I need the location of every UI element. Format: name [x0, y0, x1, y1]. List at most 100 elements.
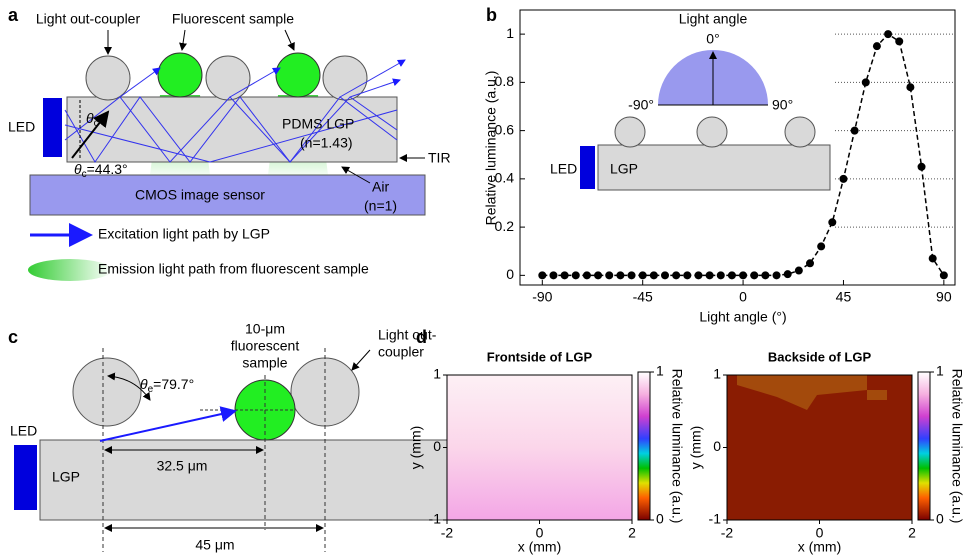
led-label: LED [10, 423, 37, 439]
air-label: Air [372, 179, 389, 195]
y-tick-label: 1 [506, 25, 514, 41]
data-point [739, 271, 748, 280]
data-point [594, 271, 603, 280]
panel-label: a [8, 5, 19, 25]
data-point [694, 271, 703, 280]
outcoupler-label: Light out-coupler [36, 11, 141, 27]
panel-label: d [416, 327, 427, 347]
inset-title: Light angle [679, 11, 748, 27]
y-axis-label: y (mm) [408, 426, 424, 470]
colorbar-label: Relative luminance (a.u.) [669, 369, 685, 524]
x-tick-label: 2 [628, 525, 636, 541]
arrow [351, 349, 371, 371]
lgp-index: (n=1.43) [300, 135, 353, 151]
heatmap-title: Backside of LGP [768, 349, 872, 364]
data-point [884, 30, 893, 39]
colorbar [917, 371, 931, 521]
data-point [939, 271, 948, 280]
sample-label: 10-μm [245, 321, 285, 337]
rays [64, 59, 406, 163]
data-point [605, 271, 614, 280]
colorbar-tick-label: 1 [656, 363, 664, 379]
colorbar-tick-label: 0 [936, 511, 944, 527]
heatmap-patch [737, 375, 867, 410]
data-point [571, 271, 580, 280]
data-point [750, 271, 759, 280]
x-tick-label: -2 [721, 525, 734, 541]
data-point [538, 271, 547, 280]
outcoupler-label: Light out- [378, 327, 437, 343]
sample [275, 52, 321, 98]
data-point [705, 271, 714, 280]
theta-sub: e [148, 384, 154, 395]
data-point [861, 78, 870, 87]
data-point [772, 271, 781, 280]
panel-label: c [8, 327, 18, 347]
colorbar-tick-label: 1 [936, 363, 944, 379]
theta-value: =44.3° [87, 161, 128, 177]
sensor [29, 174, 426, 216]
x-tick-label: 0 [739, 289, 747, 305]
led-label: LED [8, 119, 35, 135]
y-tick-label: 1 [433, 366, 441, 382]
x-tick-label: -90 [532, 289, 552, 305]
dimension-label: 45 μm [195, 537, 234, 553]
y-tick-label: 0.6 [495, 121, 515, 137]
heatmap [447, 375, 632, 520]
y-tick-label: 0 [506, 266, 514, 282]
theta: θc [86, 110, 99, 129]
y-tick-label: 0.4 [495, 170, 515, 186]
arrow [179, 29, 187, 51]
data-point [672, 271, 681, 280]
heatmap-patch [867, 390, 887, 400]
angle-ray [71, 110, 110, 159]
air-index: (n=1) [364, 198, 397, 214]
inset-lgp [597, 144, 831, 191]
y-axis-label: Relative luminance (a.u.) [483, 71, 499, 226]
data-point [761, 271, 770, 280]
lgp-label: PDMS LGP [282, 116, 354, 132]
panel-label: b [486, 5, 497, 25]
theta: θ [74, 161, 82, 177]
y-tick-label: -1 [709, 511, 722, 527]
data-point [806, 259, 814, 268]
outcouplers [85, 55, 368, 101]
colorbar-tick-label: 0 [656, 511, 664, 527]
y-axis-label: y (mm) [688, 426, 704, 470]
theta-sub: c [82, 169, 87, 180]
data-point [560, 271, 569, 280]
data-point [783, 270, 792, 279]
heatmap-title: Frontside of LGP [487, 349, 593, 364]
data-point [661, 271, 669, 280]
theta-value: =79.7° [153, 376, 194, 392]
y-tick-label: 0 [433, 438, 441, 454]
sensor-label: CMOS image sensor [135, 187, 265, 203]
x-tick-label: -2 [441, 525, 454, 541]
inset-led [580, 146, 595, 189]
data-point [895, 37, 904, 46]
data-point [828, 218, 837, 227]
y-tick-label: 0 [713, 438, 721, 454]
data-point [582, 271, 591, 280]
data-point [928, 254, 937, 263]
x-axis-label: x (mm) [798, 539, 842, 555]
outcoupler-label: coupler [378, 344, 424, 360]
data-point [627, 271, 636, 280]
legend-emission-label: Emission light path from fluorescent sam… [98, 261, 369, 277]
arrow [284, 29, 295, 51]
y-tick-label: 0.2 [495, 218, 515, 234]
panel-b: b Light angle (°) Relative luminance (a.… [483, 5, 956, 325]
inset-right: 90° [772, 97, 793, 113]
data-point [839, 174, 848, 183]
data-point [794, 266, 803, 275]
data-point [872, 42, 881, 51]
guides [102, 348, 326, 552]
data-point [683, 271, 692, 280]
tir-label: TIR [428, 150, 451, 166]
x-tick-label: 2 [908, 525, 916, 541]
data-point [649, 271, 658, 280]
data-point [549, 271, 558, 280]
ray [99, 406, 237, 442]
theta-sub: c [94, 118, 99, 129]
